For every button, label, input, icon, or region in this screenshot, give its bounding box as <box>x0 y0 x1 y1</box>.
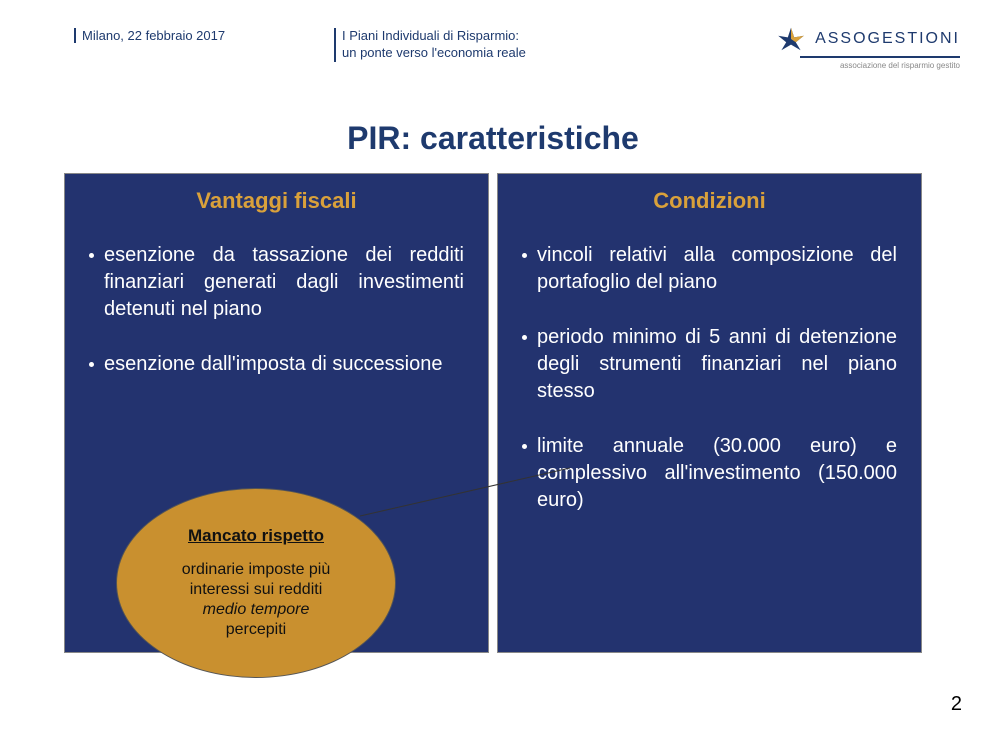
header-subtitle-line2: un ponte verso l'economia reale <box>342 45 526 60</box>
brand-logo: ASSOGESTIONI associazione del risparmio … <box>775 26 960 70</box>
callout-body: ordinarie imposte più interessi sui redd… <box>182 560 331 640</box>
panel-left-heading: Vantaggi fiscali <box>89 188 464 214</box>
header-subtitle: I Piani Individuali di Risparmio: un pon… <box>334 28 634 62</box>
bullet-item: vincoli relativi alla composizione del p… <box>522 242 897 296</box>
callout-line: percepiti <box>226 621 286 638</box>
panel-right-heading: Condizioni <box>522 188 897 214</box>
logo-tagline: associazione del risparmio gestito <box>775 58 960 70</box>
bullet-text: esenzione dall'imposta di successione <box>104 351 464 378</box>
callout-line: interessi sui redditi <box>190 581 323 598</box>
callout-line-italic: medio tempore <box>203 601 310 618</box>
bullet-item: esenzione da tassazione dei redditi fina… <box>89 242 464 323</box>
logo-divider <box>800 56 960 58</box>
bullet-dot-icon <box>89 253 94 258</box>
callout-title: Mancato rispetto <box>188 526 324 546</box>
callout-ellipse: Mancato rispetto ordinarie imposte più i… <box>116 488 396 678</box>
bullet-text: esenzione da tassazione dei redditi fina… <box>104 242 464 323</box>
bullet-dot-icon <box>522 253 527 258</box>
header-subtitle-line1: I Piani Individuali di Risparmio: <box>342 28 519 43</box>
star-icon <box>775 26 807 52</box>
header-location-date: Milano, 22 febbraio 2017 <box>74 28 334 43</box>
bullet-text: vincoli relativi alla composizione del p… <box>537 242 897 296</box>
slide-title: PIR: caratteristiche <box>0 120 986 157</box>
logo-brand-text: ASSOGESTIONI <box>815 30 960 48</box>
callout-connector-icon <box>360 466 580 526</box>
bullet-text: periodo minimo di 5 anni di detenzione d… <box>537 324 897 405</box>
bullet-item: periodo minimo di 5 anni di detenzione d… <box>522 324 897 405</box>
page-number: 2 <box>951 693 962 716</box>
bullet-dot-icon <box>522 335 527 340</box>
callout-line: ordinarie imposte più <box>182 561 331 578</box>
callout: Mancato rispetto ordinarie imposte più i… <box>96 474 436 694</box>
bullet-dot-icon <box>89 362 94 367</box>
bullet-dot-icon <box>522 444 527 449</box>
panel-condizioni: Condizioni vincoli relativi alla composi… <box>497 173 922 653</box>
bullet-text: limite annuale (30.000 euro) e complessi… <box>537 433 897 514</box>
bullet-item: esenzione dall'imposta di successione <box>89 351 464 378</box>
